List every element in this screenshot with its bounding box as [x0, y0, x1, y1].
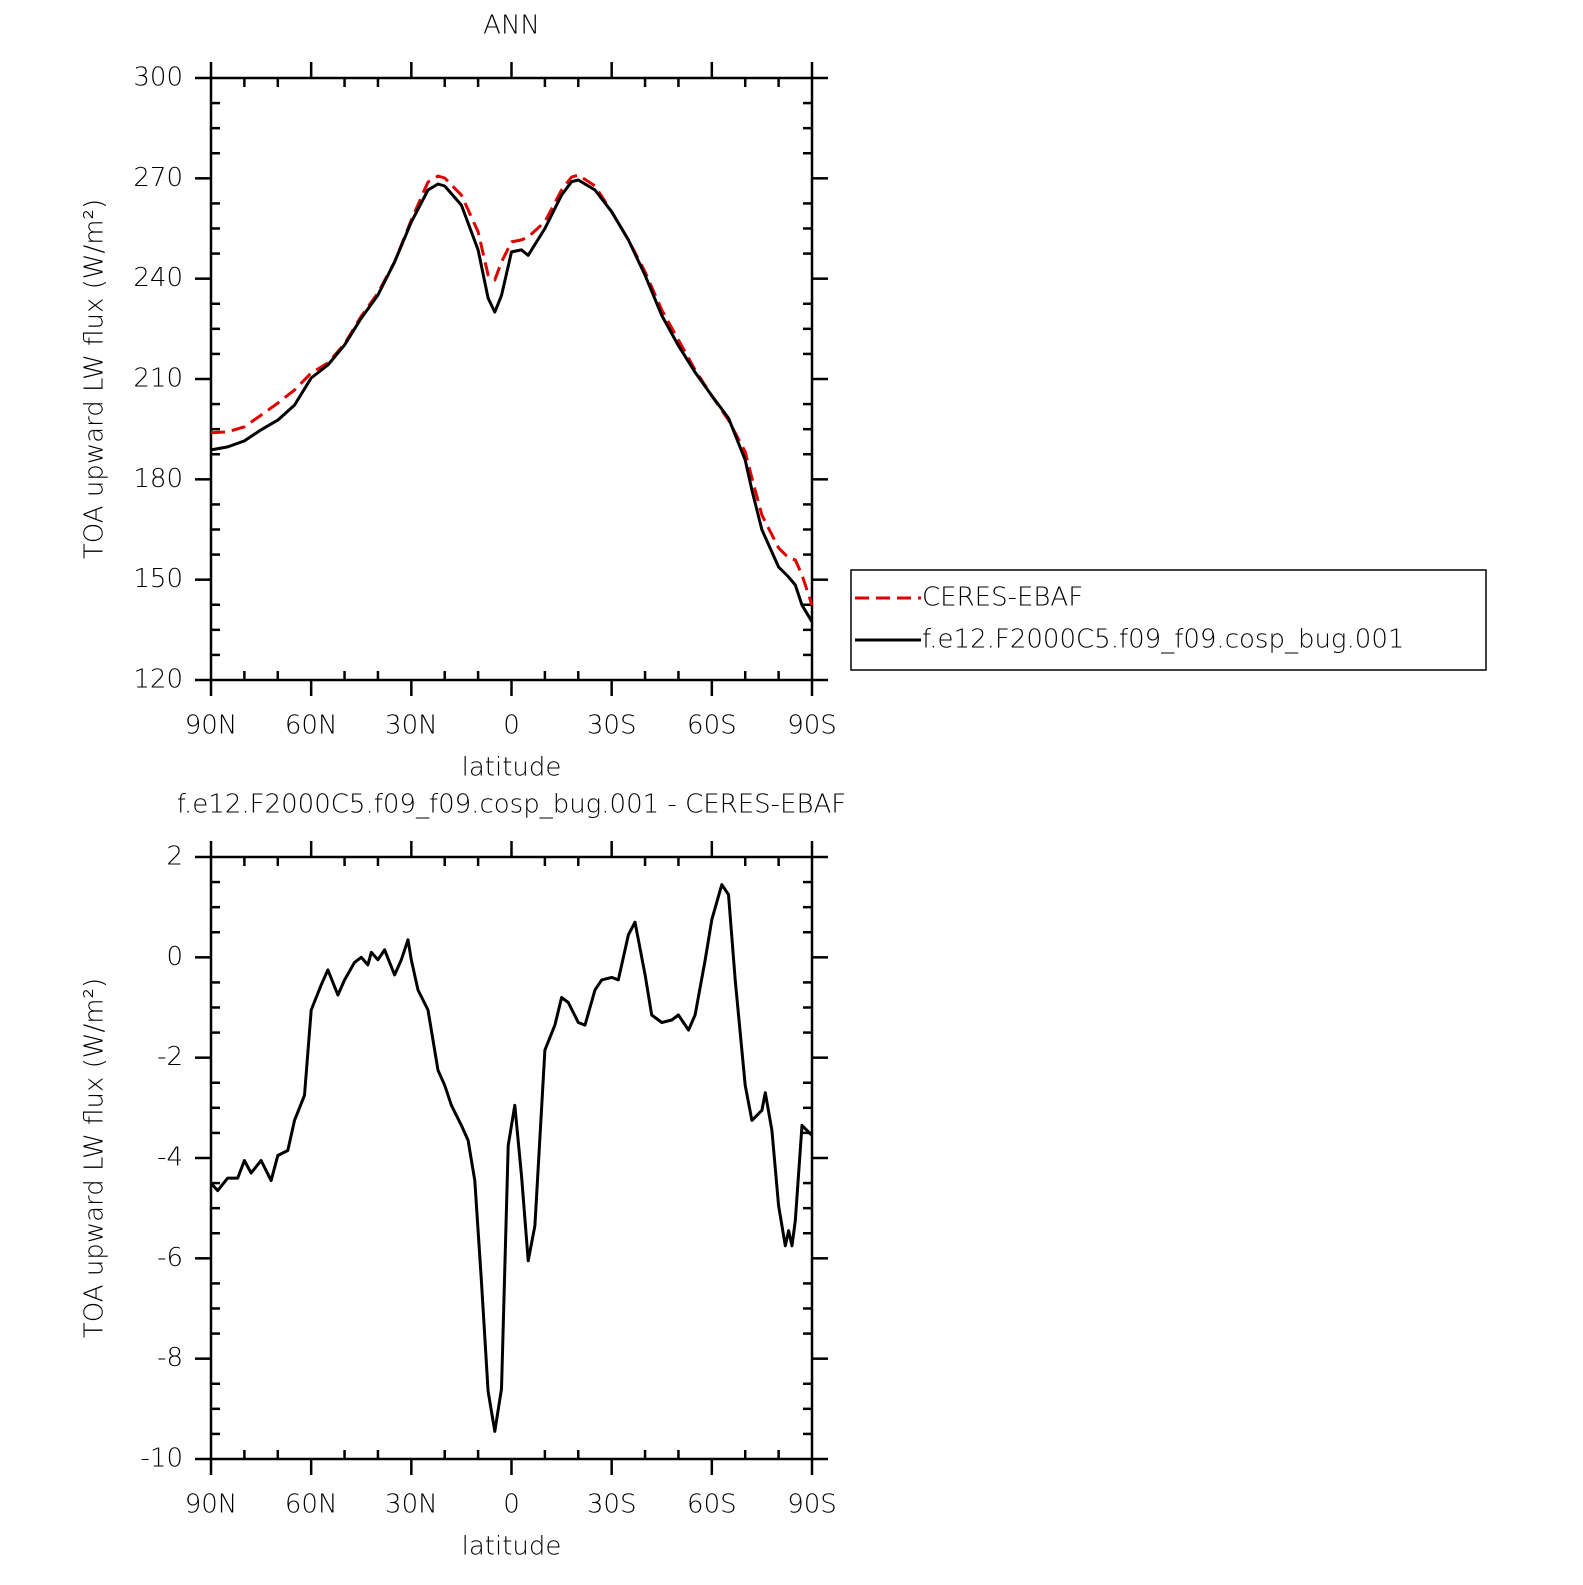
x-tick-label: 30S [587, 711, 637, 741]
y-tick-label: 270 [133, 163, 183, 193]
y-tick-label: 2 [166, 842, 183, 872]
x-tick-label: 60N [285, 1490, 338, 1520]
data-line [209, 883, 814, 1433]
plot-frame [209, 76, 814, 682]
x-tick-label: 90S [787, 711, 837, 741]
x-tick-label: 90N [185, 1490, 238, 1520]
x-tick-label: 90S [787, 1490, 837, 1520]
x-tick-label: 60S [687, 711, 737, 741]
legend-box [850, 569, 1487, 671]
x-tick-label: 30S [587, 1490, 637, 1520]
y-axis-label: TOA upward LW flux (W/m²) [80, 199, 110, 559]
y-axis-label: TOA upward LW flux (W/m²) [80, 978, 110, 1338]
x-tick-label: 90N [185, 711, 238, 741]
y-tick-label: 300 [133, 63, 183, 93]
data-line [210, 173, 814, 606]
y-tick-label: -8 [157, 1343, 183, 1373]
chart-title: f.e12.F2000C5.f09_f09.cosp_bug.001 - CER… [177, 790, 847, 820]
x-tick-label: 30N [385, 1490, 438, 1520]
y-tick-label: 210 [133, 364, 183, 394]
y-tick-label: -6 [157, 1243, 183, 1273]
x-tick-label: 0 [503, 1490, 520, 1520]
chart-title: ANN [483, 11, 540, 41]
y-tick-label: 150 [133, 564, 183, 594]
x-axis-label: latitude [462, 1532, 562, 1562]
x-tick-label: 60S [687, 1490, 737, 1520]
legend-label: f.e12.F2000C5.f09_f09.cosp_bug.001 [922, 625, 1404, 655]
x-tick-label: 0 [503, 711, 520, 741]
x-tick-label: 30N [385, 711, 438, 741]
x-axis-label: latitude [462, 753, 562, 783]
x-tick-label: 60N [285, 711, 338, 741]
y-tick-label: -4 [157, 1143, 183, 1173]
plot-frame [209, 855, 814, 1461]
y-tick-label: 180 [133, 464, 183, 494]
data-line [210, 178, 814, 623]
y-tick-label: 120 [133, 665, 183, 695]
legend-label: CERES-EBAF [922, 583, 1083, 613]
y-tick-label: -2 [157, 1042, 183, 1072]
y-tick-label: 240 [133, 263, 183, 293]
y-tick-label: -10 [141, 1444, 183, 1474]
y-tick-label: 0 [166, 942, 183, 972]
